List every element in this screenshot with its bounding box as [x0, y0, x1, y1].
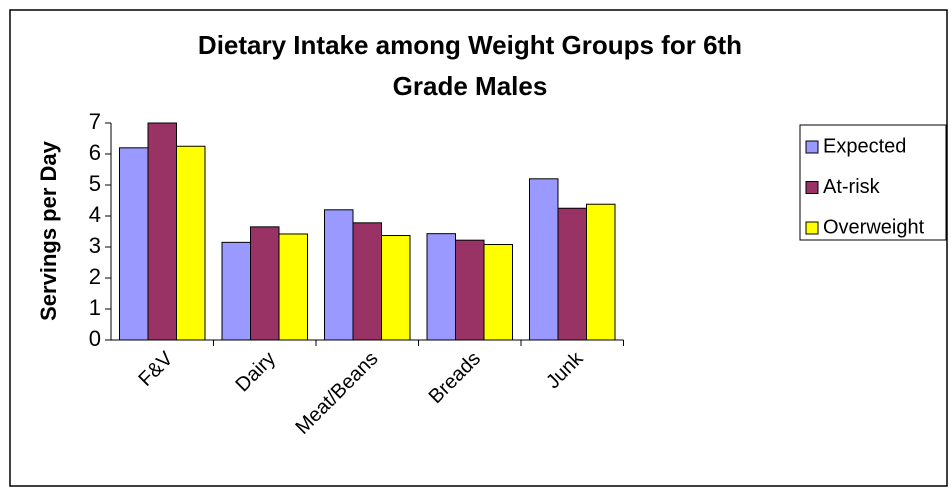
bar: [147, 122, 177, 341]
legend-swatch: [805, 140, 819, 154]
bar: [221, 241, 251, 341]
y-tick-label: 0: [89, 326, 101, 351]
y-axis-label: Servings per Day: [36, 140, 61, 321]
legend-box: [799, 124, 947, 241]
legend-label: Overweight: [823, 216, 925, 238]
bar: [455, 239, 485, 341]
y-tick-label: 5: [89, 171, 101, 196]
legend-label: At-risk: [823, 176, 881, 198]
legend-label: Expected: [823, 135, 906, 157]
bar: [483, 244, 513, 341]
y-tick-label: 4: [89, 202, 101, 227]
bar: [278, 233, 308, 341]
y-tick-label: 6: [89, 140, 101, 165]
y-tick-label: 2: [89, 264, 101, 289]
chart-title: Grade Males: [393, 71, 548, 101]
y-tick-label: 1: [89, 295, 101, 320]
bar: [381, 235, 411, 341]
bar: [586, 203, 616, 341]
bar: [529, 178, 559, 341]
bar: [352, 222, 382, 341]
bar: [250, 226, 280, 341]
bar: [176, 145, 206, 341]
bar: [119, 147, 149, 341]
bar: [557, 207, 587, 341]
bar: [324, 209, 354, 341]
legend-swatch: [805, 181, 819, 194]
y-tick-label: 7: [89, 109, 101, 134]
bar: [426, 233, 456, 341]
y-tick-label: 3: [89, 233, 101, 258]
chart-title: Dietary Intake among Weight Groups for 6…: [198, 30, 742, 60]
legend-swatch: [805, 221, 819, 235]
